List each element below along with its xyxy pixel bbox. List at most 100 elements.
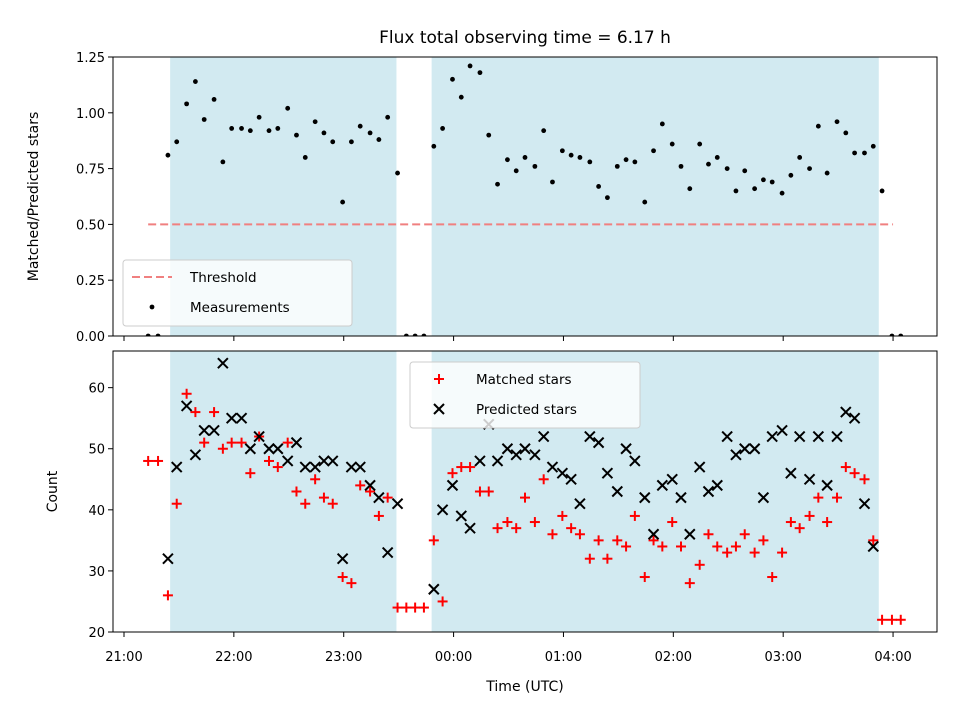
predicted-stars-point	[253, 430, 265, 443]
matched-stars-point	[621, 541, 632, 552]
predicted-stars-point	[812, 430, 825, 443]
predicted-stars-point	[373, 491, 385, 504]
predicted-stars-point-stroke	[345, 461, 358, 473]
matched-stars-point	[474, 486, 485, 497]
measurements-point	[824, 170, 830, 176]
predicted-stars-point-stroke	[840, 406, 852, 418]
matched-stars-point	[355, 480, 366, 491]
legend-matched-swatch	[434, 374, 444, 384]
predicted-stars-point	[501, 443, 514, 455]
predicted-stars-point	[318, 455, 330, 467]
predicted-stars-point-stroke	[373, 491, 385, 504]
measurements-point-shape	[742, 168, 748, 174]
predicted-stars-point-stroke	[639, 491, 651, 504]
predicted-stars-point-stroke	[510, 449, 522, 461]
y-tick-label: 0.25	[76, 274, 105, 289]
measurements-point	[395, 170, 400, 176]
legend: Matched stars Predicted stars	[409, 361, 641, 429]
measurements-point	[541, 128, 547, 134]
measurements-point	[385, 114, 391, 120]
matched-stars-point	[758, 535, 769, 546]
y-axis-label: Count	[45, 470, 61, 512]
predicted-stars-point	[474, 455, 486, 467]
matched-stars-point	[859, 474, 870, 485]
measurements-point	[505, 157, 510, 163]
measurements-point-shape	[155, 333, 161, 336]
measurements-point-shape	[852, 150, 857, 156]
measurements-point	[486, 132, 492, 138]
measurements-point-shape	[395, 170, 400, 176]
predicted-stars-point	[620, 443, 632, 455]
predicted-stars-point	[766, 430, 778, 443]
measurements-point-shape	[797, 155, 803, 160]
predicted-stars-point	[208, 424, 220, 437]
predicted-stars-point	[309, 461, 321, 473]
measurements-point	[697, 141, 703, 147]
matched-stars-point	[217, 443, 228, 454]
measurements-point-shape	[477, 70, 483, 76]
measurements-point-shape	[330, 139, 336, 145]
predicted-stars-point	[281, 455, 294, 467]
matched-stars-point	[291, 486, 302, 497]
matched-stars-point	[226, 437, 237, 448]
x-axis-label: Time (UTC)	[485, 679, 563, 695]
measurements-point	[587, 159, 593, 165]
predicted-stars-point-stroke	[446, 479, 459, 492]
measurements-point	[761, 177, 766, 183]
predicted-stars-point	[336, 552, 349, 565]
predicted-stars-point-stroke	[675, 491, 687, 504]
measurements-point-shape	[687, 186, 693, 192]
measurements-point-shape	[458, 94, 464, 100]
measurements-point	[870, 143, 876, 149]
x-tick-label: 21:00	[105, 650, 142, 665]
measurements-point	[769, 179, 775, 185]
predicted-stars-point	[711, 479, 723, 492]
measurements-point	[513, 168, 519, 174]
measurements-point-shape	[275, 126, 281, 131]
predicted-stars-point-stroke	[235, 412, 248, 424]
panel-frame	[112, 56, 938, 337]
predicted-stars-point	[556, 467, 569, 479]
matched-stars-point	[629, 510, 640, 521]
predicted-stars-point-stroke	[620, 443, 632, 455]
measurements-point	[330, 139, 336, 145]
matched-stars-point	[382, 492, 393, 503]
predicted-stars-point-stroke	[391, 498, 404, 510]
measurements-point	[145, 333, 151, 336]
measurements-point-shape	[824, 170, 830, 176]
predicted-stars-point-stroke	[162, 552, 174, 565]
measurements-point	[220, 159, 226, 165]
predicted-stars-point	[647, 528, 660, 540]
measurements-point-shape	[870, 143, 876, 149]
measurements-point-shape	[376, 137, 382, 142]
measurements-point-shape	[834, 119, 840, 125]
measurements-point	[256, 114, 262, 120]
measurements-point-shape	[357, 123, 363, 129]
predicted-stars-point-stroke	[208, 424, 220, 437]
measurements-point-shape	[815, 123, 821, 129]
matched-stars-point	[877, 614, 888, 625]
matched-stars-point	[171, 498, 182, 509]
predicted-stars-point	[491, 455, 504, 467]
predicted-stars-point	[629, 455, 641, 467]
measurements-point-shape	[807, 166, 812, 172]
measurements-point-shape	[450, 76, 455, 82]
measurements-point-shape	[165, 152, 171, 158]
x-tick-label: 03:00	[764, 650, 801, 665]
measurements-point	[659, 121, 665, 127]
measurements-point-shape	[440, 126, 445, 131]
predicted-stars-point	[721, 430, 733, 443]
measurements-point	[184, 101, 190, 107]
measurements-point	[779, 190, 785, 196]
predicted-stars-point-stroke	[812, 430, 825, 443]
predicted-stars-point-stroke	[739, 443, 751, 455]
matched-stars-point	[749, 547, 760, 558]
predicted-stars-point-stroke	[281, 455, 294, 467]
measurements-point-shape	[733, 188, 739, 194]
measurements-point	[752, 186, 758, 192]
predicted-stars-point	[225, 412, 238, 424]
legend: Threshold Measurements	[122, 259, 353, 327]
predicted-stars-point-stroke	[290, 436, 303, 449]
matched-stars-point	[895, 614, 906, 625]
predicted-stars-point-stroke	[327, 455, 339, 467]
